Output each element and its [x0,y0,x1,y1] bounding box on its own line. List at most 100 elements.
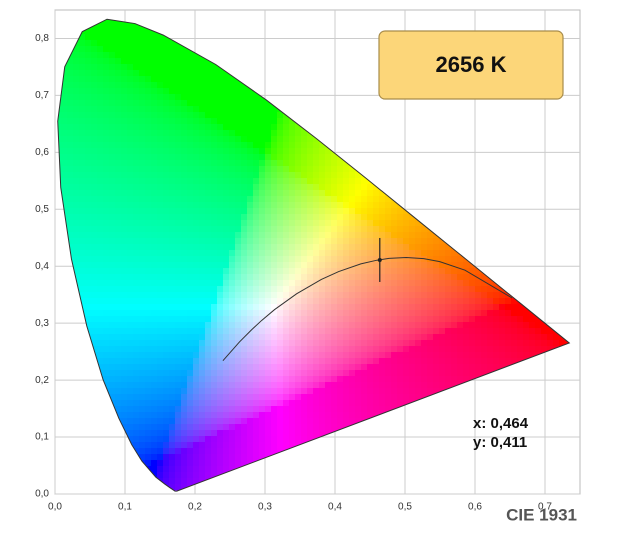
gamut-cell [157,208,164,215]
gamut-cell [235,364,242,371]
gamut-cell [271,418,278,425]
gamut-cell [247,340,254,347]
gamut-cell [223,118,230,125]
gamut-cell [175,400,182,407]
gamut-cell [331,424,338,431]
gamut-cell [343,208,350,215]
gamut-cell [199,322,206,329]
gamut-cell [91,262,98,269]
gamut-cell [187,334,194,341]
gamut-cell [115,358,122,365]
gamut-cell [277,118,284,125]
gamut-cell [217,382,224,389]
gamut-cell [265,286,272,293]
gamut-cell [277,328,284,335]
gamut-cell [175,322,182,329]
gamut-cell [397,262,404,269]
gamut-cell [103,34,110,41]
gamut-cell [187,274,194,281]
gamut-cell [349,388,356,395]
gamut-cell [163,364,170,371]
gamut-cell [277,316,284,323]
gamut-cell [127,262,134,269]
gamut-cell [145,58,152,65]
gamut-cell [181,46,188,53]
gamut-cell [211,316,218,323]
gamut-cell [331,256,338,263]
gamut-cell [181,448,188,455]
gamut-cell [205,214,212,221]
gamut-cell [193,400,200,407]
gamut-cell [319,340,326,347]
gamut-cell [199,298,206,305]
gamut-cell [127,58,134,65]
gamut-cell [289,262,296,269]
gamut-cell [139,64,146,71]
gamut-cell [169,412,176,419]
gamut-cell [325,286,332,293]
gamut-cell [121,226,128,233]
gamut-cell [157,202,164,209]
gamut-cell [205,268,212,275]
gamut-cell [373,298,380,305]
gamut-cell [145,196,152,203]
gamut-cell [223,364,230,371]
gamut-cell [103,226,110,233]
gamut-cell [151,214,158,221]
gamut-cell [169,442,176,449]
gamut-cell [133,436,140,443]
gamut-cell [145,190,152,197]
gamut-cell [319,334,326,341]
gamut-cell [253,358,260,365]
gamut-cell [319,286,326,293]
gamut-cell [313,334,320,341]
gamut-cell [319,376,326,383]
gamut-cell [313,160,320,167]
gamut-cell [121,178,128,185]
gamut-cell [175,442,182,449]
gamut-cell [235,88,242,95]
gamut-cell [379,316,386,323]
gamut-cell [241,82,248,89]
gamut-cell [85,160,92,167]
gamut-cell [271,256,278,263]
gamut-cell [103,346,110,353]
gamut-cell [337,376,344,383]
gamut-cell [289,394,296,401]
gamut-cell [253,364,260,371]
gamut-cell [229,76,236,83]
gamut-cell [367,304,374,311]
gamut-cell [199,160,206,167]
gamut-cell [211,196,218,203]
gamut-cell [73,250,80,257]
gamut-cell [313,430,320,437]
gamut-cell [175,214,182,221]
gamut-cell [259,388,266,395]
gamut-cell [385,262,392,269]
gamut-cell [85,172,92,179]
gamut-cell [409,388,416,395]
gamut-cell [259,322,266,329]
gamut-cell [331,178,338,185]
gamut-cell [127,142,134,149]
gamut-cell [235,106,242,113]
gamut-cell [163,214,170,221]
gamut-cell [241,208,248,215]
gamut-cell [109,328,116,335]
gamut-cell [283,334,290,341]
gamut-cell [145,124,152,131]
gamut-cell [145,394,152,401]
gamut-cell [223,76,230,83]
gamut-cell [211,382,218,389]
gamut-cell [241,436,248,443]
gamut-cell [157,40,164,47]
gamut-cell [331,166,338,173]
gamut-cell [259,154,266,161]
gamut-cell [211,340,218,347]
gamut-cell [241,382,248,389]
gamut-cell [295,226,302,233]
gamut-cell [85,118,92,125]
gamut-cell [241,154,248,161]
gamut-cell [259,244,266,251]
gamut-cell [373,280,380,287]
